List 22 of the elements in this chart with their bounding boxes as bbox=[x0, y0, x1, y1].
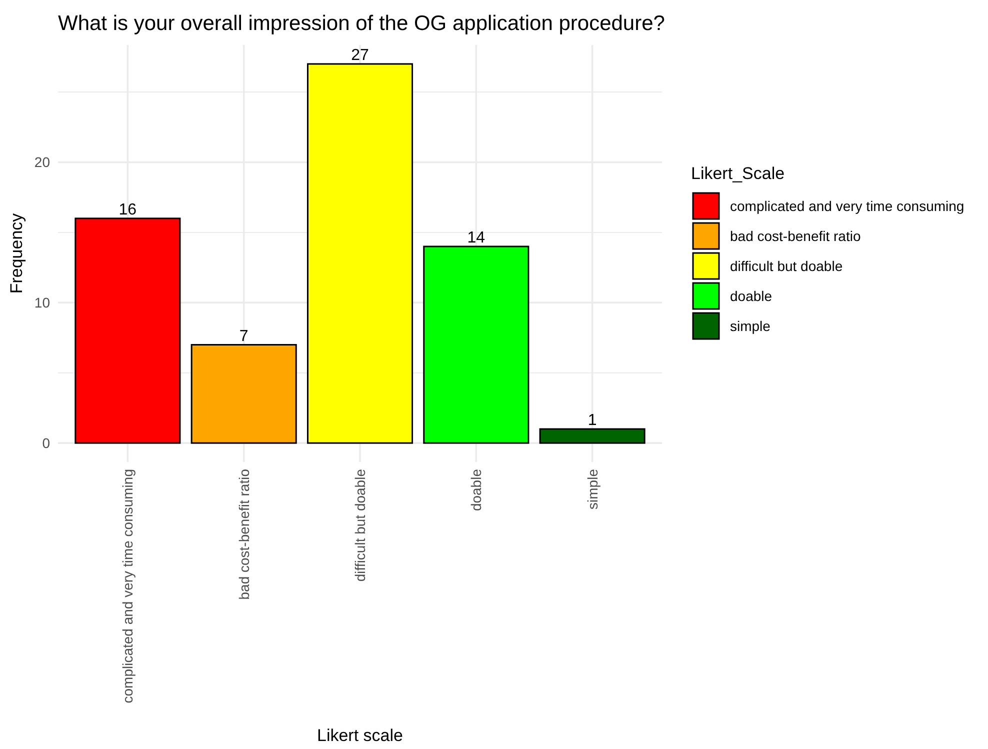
y-tick-label: 10 bbox=[34, 294, 50, 311]
data-label: 1 bbox=[588, 412, 597, 430]
legend-title: Likert_Scale bbox=[691, 164, 785, 183]
chart-title: What is your overall impression of the OG application procedure? bbox=[58, 12, 665, 35]
x-tick-label: simple bbox=[584, 468, 600, 510]
y-axis-title: Frequency bbox=[7, 212, 26, 294]
y-tick-label: 0 bbox=[42, 434, 50, 451]
x-tick-label: complicated and very time consuming bbox=[120, 469, 136, 704]
data-label: 16 bbox=[118, 201, 137, 218]
legend-label: bad cost-benefit ratio bbox=[730, 228, 861, 244]
x-axis-title: Likert scale bbox=[317, 726, 403, 745]
data-label: 27 bbox=[351, 46, 369, 64]
legend-label: doable bbox=[730, 288, 772, 304]
legend-label: complicated and very time consuming bbox=[730, 198, 964, 214]
x-tick-label: bad cost-benefit ratio bbox=[236, 468, 252, 600]
y-tick-label: 20 bbox=[34, 154, 50, 170]
data-label: 7 bbox=[239, 328, 248, 345]
x-tick-label: doable bbox=[468, 468, 484, 512]
data-label: 14 bbox=[467, 229, 486, 246]
x-tick-label: difficult but doable bbox=[352, 468, 368, 582]
legend-label: simple bbox=[730, 318, 771, 334]
legend-label: difficult but doable bbox=[730, 258, 843, 274]
